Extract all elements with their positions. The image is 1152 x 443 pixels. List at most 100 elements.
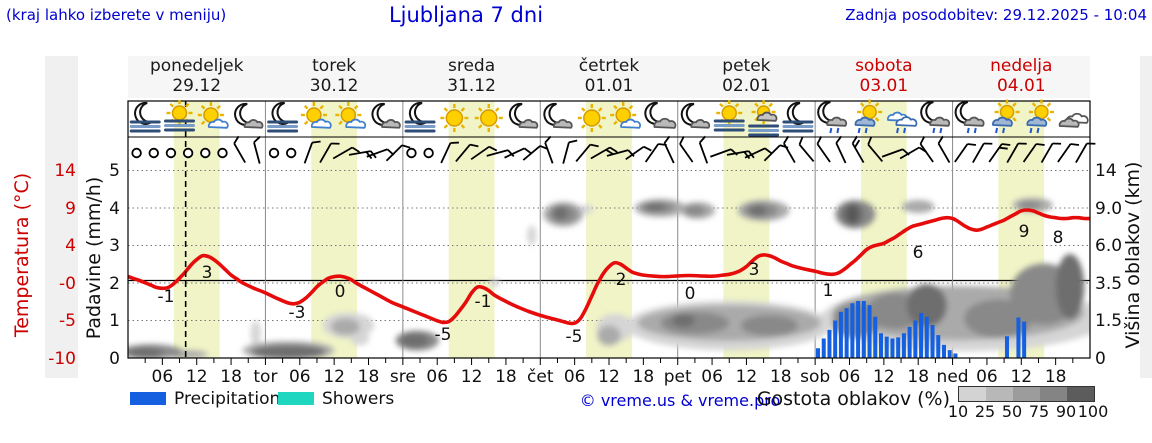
- precip-bar: [890, 338, 895, 358]
- wind-calm-icon: [217, 147, 228, 159]
- legend-precipitation-label: Precipitation: [174, 389, 281, 409]
- temperature-tick: 4: [65, 236, 76, 256]
- x-hour-label: 18: [633, 367, 655, 387]
- x-hour-label: 12: [186, 367, 208, 387]
- cloud-blob: [644, 203, 666, 212]
- cloud-blob: [749, 205, 767, 216]
- legend-precipitation-swatch: [130, 392, 166, 405]
- wind-barb-icon: [522, 145, 549, 161]
- left-axis-strip: [45, 56, 78, 378]
- cloud-height-tick: 1.5: [1095, 311, 1123, 331]
- precip-bar: [821, 338, 826, 358]
- x-hour-label: 06: [976, 367, 998, 387]
- precip-bar: [884, 336, 889, 358]
- wind-barb-icon: [366, 148, 395, 158]
- legend-showers-swatch: [278, 392, 314, 405]
- wind-calm-icon: [423, 147, 434, 159]
- temp-value-label: -3: [289, 303, 306, 323]
- temperature-tick: -5: [59, 311, 76, 331]
- cloud-density-label: Gostota oblakov (%): [756, 388, 950, 410]
- precip-bar: [873, 316, 878, 358]
- temp-value-label: -5: [566, 327, 583, 347]
- wind-barb-icon: [954, 143, 977, 163]
- weather-icon-sun-cloud-rain: [854, 99, 883, 134]
- precip-bar: [1016, 317, 1021, 358]
- x-hour-label: 06: [289, 367, 311, 387]
- density-scale-tick: 50: [1001, 402, 1023, 421]
- day-header-band: [128, 56, 1090, 98]
- x-hour-label: 06: [564, 367, 586, 387]
- wind-barb-icon: [486, 149, 515, 157]
- x-hour-label: 12: [323, 367, 345, 387]
- x-hour-label: 12: [598, 367, 620, 387]
- weather-icon-sun-cloud-fog: [748, 100, 780, 137]
- day-header-name: torek: [312, 56, 357, 76]
- temperature-tick: 14: [54, 161, 76, 181]
- temp-value-label: 6: [913, 243, 924, 263]
- density-scale-tick: 75: [1028, 402, 1050, 421]
- wind-calm-icon: [200, 147, 211, 159]
- weather-icon-moon-cloud-rain: [920, 100, 951, 134]
- wind-barb-icon: [562, 139, 578, 164]
- wind-barb-icon: [385, 144, 411, 162]
- wind-barb-icon: [835, 135, 847, 164]
- day-header-date: 30.12: [309, 76, 359, 96]
- credit-link[interactable]: © vreme.us & vreme.pro: [579, 391, 781, 410]
- precip-bar: [844, 308, 849, 358]
- cloud-blob: [597, 325, 621, 346]
- precip-bar: [1004, 336, 1009, 358]
- day-header-name: petek: [722, 56, 771, 76]
- wind-barb-icon: [663, 135, 675, 164]
- weather-icon-sun: [440, 104, 469, 132]
- daylight-band: [448, 101, 495, 358]
- x-hour-label: 18: [907, 367, 929, 387]
- x-hour-label: 06: [839, 367, 861, 387]
- cloud-blob: [331, 318, 360, 336]
- daylight-band: [173, 101, 220, 358]
- cloud-blob: [1055, 254, 1085, 320]
- wind-barb-icon: [798, 136, 815, 163]
- last-update: Zadnja posodobitev: 29.12.2025 - 10:04: [845, 6, 1147, 24]
- weather-icon-row: [129, 99, 1089, 137]
- x-hour-label: 18: [495, 367, 517, 387]
- temperature-curve: [128, 208, 1090, 326]
- density-scale-step: [986, 387, 1013, 401]
- cloud-height-tick: 9.0: [1095, 198, 1123, 219]
- wind-calm-icon: [165, 147, 177, 159]
- wind-barb-icon: [679, 136, 694, 163]
- precipitation-tick: 0: [109, 348, 120, 369]
- weather-icon-cloud-rain: [887, 111, 918, 134]
- precip-bar: [850, 303, 855, 358]
- wind-barbs: [131, 135, 1096, 164]
- density-scale-tick: 90: [1055, 402, 1077, 421]
- wind-barb-icon: [332, 146, 360, 160]
- precipitation-tick: 2: [109, 273, 120, 294]
- density-scale-step: [1067, 387, 1094, 401]
- x-hour-label: 12: [1010, 367, 1032, 387]
- temperature-tick: -0: [59, 273, 76, 294]
- day-header-name: ponedeljek: [149, 56, 244, 76]
- wind-barb-icon: [1040, 142, 1062, 163]
- cloud-density-scale: [958, 386, 1095, 402]
- wind-barb-icon: [851, 135, 865, 163]
- temp-value-label: 3: [749, 260, 760, 280]
- weather-icon-moon-fog: [782, 101, 814, 133]
- x-hour-label: 18: [1045, 367, 1067, 387]
- temp-value-label: 3: [202, 263, 213, 283]
- temp-value-label: 9: [1019, 222, 1030, 242]
- cloud-blob: [489, 278, 500, 288]
- wind-barb-icon: [455, 143, 479, 163]
- precip-bar: [907, 326, 912, 358]
- day-header-date: 29.12: [172, 76, 222, 96]
- precip-bar: [1022, 321, 1027, 358]
- day-header-name: četrtek: [578, 56, 640, 76]
- precip-bar: [913, 320, 918, 358]
- wind-barb-icon: [867, 136, 884, 163]
- day-header-date: 04.01: [996, 76, 1046, 96]
- legend-showers-label: Showers: [322, 389, 395, 409]
- temp-value-label: 1: [823, 281, 834, 301]
- day-header-date: 31.12: [447, 76, 496, 96]
- weather-icon-sun-cloud: [610, 102, 641, 129]
- day-header-name: nedelja: [990, 56, 1053, 76]
- page-title: Ljubljana 7 dni: [388, 3, 544, 27]
